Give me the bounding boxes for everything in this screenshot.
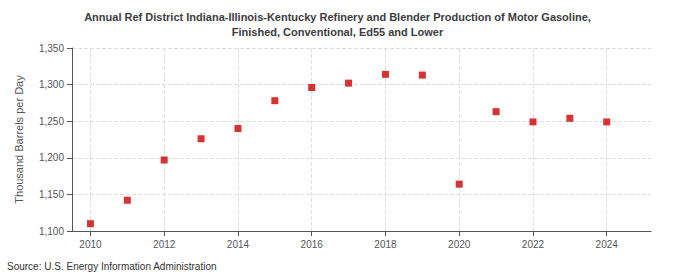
svg-text:2012: 2012 (153, 239, 176, 250)
svg-text:Finished, Conventional, Ed55 a: Finished, Conventional, Ed55 and Lower (232, 26, 444, 38)
svg-text:2010: 2010 (79, 239, 102, 250)
svg-text:2024: 2024 (596, 239, 619, 250)
svg-text:2016: 2016 (301, 239, 324, 250)
svg-text:1,350: 1,350 (39, 43, 64, 54)
svg-text:Annual Ref District Indiana-Il: Annual Ref District Indiana-Illinois-Ken… (84, 11, 591, 23)
svg-text:1,100: 1,100 (39, 226, 64, 237)
svg-text:2018: 2018 (374, 239, 397, 250)
svg-text:2020: 2020 (448, 239, 471, 250)
svg-text:1,200: 1,200 (39, 152, 64, 163)
svg-text:Thousand Barrels per Day: Thousand Barrels per Day (13, 75, 25, 204)
svg-text:1,250: 1,250 (39, 116, 64, 127)
svg-text:2022: 2022 (522, 239, 545, 250)
svg-text:Source: U.S. Energy Informatio: Source: U.S. Energy Information Administ… (7, 261, 217, 272)
svg-text:2014: 2014 (227, 239, 250, 250)
svg-text:1,150: 1,150 (39, 189, 64, 200)
svg-text:1,300: 1,300 (39, 79, 64, 90)
